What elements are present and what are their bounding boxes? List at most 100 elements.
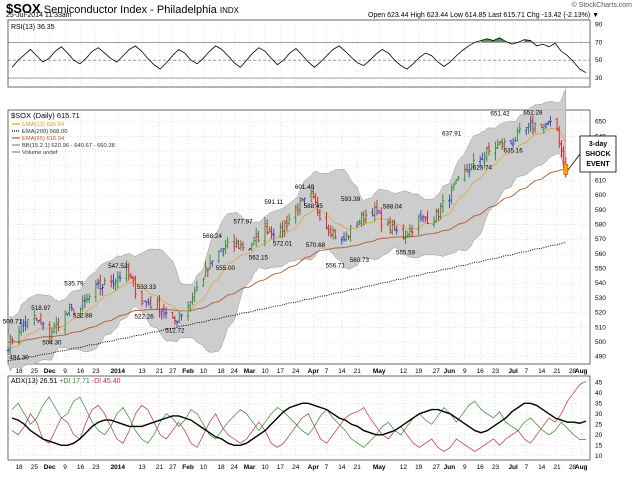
- price-bar: [511, 137, 515, 148]
- shock-bar-highlight: [563, 164, 569, 175]
- x-tick-label: 23: [492, 464, 500, 471]
- adx-tick-label: 15: [595, 442, 603, 449]
- x-tick-label: 14: [538, 368, 546, 375]
- ohlc-readout: Open 623.44 High 623.44 Low 614.85 Last …: [368, 12, 600, 19]
- adx-label: ADX(13) 26.51 +DI 17.71 -DI 45.40: [11, 378, 121, 385]
- x-tick-label: 25: [31, 368, 39, 375]
- price-tick-label: 550: [595, 266, 606, 273]
- price-bar: [463, 164, 467, 182]
- price-bar: [467, 163, 471, 178]
- price-bar: [52, 322, 56, 333]
- price-bar: [347, 235, 350, 240]
- price-bar: [50, 326, 54, 343]
- rsi-tick-label: 90: [595, 21, 603, 28]
- price-bar: [125, 260, 128, 283]
- price-bar: [340, 236, 344, 245]
- price-bar: [487, 142, 491, 156]
- price-bar: [72, 308, 76, 316]
- x-tick-label: 10: [200, 464, 208, 471]
- price-bar: [419, 210, 423, 222]
- x-tick-label: 24: [231, 368, 239, 375]
- x-tick-label: 10: [261, 464, 269, 471]
- price-bar: [448, 194, 451, 209]
- shock-callout-text: EVENT: [586, 161, 610, 168]
- price-bar: [325, 212, 328, 230]
- price-bar: [500, 138, 504, 151]
- chart-datetime: 25-Jul-2014 11:33am: [6, 12, 72, 19]
- price-bar: [281, 221, 284, 239]
- adx-tick-label: 10: [595, 453, 603, 460]
- x-tick-label: Apr: [308, 464, 320, 471]
- price-annotation: 560.73: [350, 257, 370, 264]
- price-annotation: 588.04: [383, 204, 403, 211]
- price-bar: [533, 122, 537, 134]
- price-bar: [560, 140, 563, 158]
- price-bar: [79, 307, 82, 318]
- x-tick-label: 27: [433, 464, 441, 471]
- x-tick-label: 23: [92, 368, 100, 375]
- adx-tick-label: 40: [595, 390, 603, 397]
- price-bar: [177, 310, 181, 324]
- price-bar: [85, 293, 89, 304]
- x-tick-label: 21: [156, 464, 164, 471]
- price-bar: [202, 277, 205, 287]
- price-bar: [478, 155, 482, 168]
- price-tick-label: 570: [595, 236, 606, 243]
- price-bar: [186, 301, 190, 321]
- price-bar: [362, 210, 366, 226]
- x-tick-label: 7: [325, 368, 329, 375]
- price-bar: [103, 277, 107, 286]
- price-bar: [235, 237, 238, 249]
- legend-entry: EMA(200) 568.00: [22, 129, 67, 135]
- price-bar: [401, 224, 405, 240]
- price-bar: [237, 239, 241, 249]
- price-bar: [544, 122, 548, 129]
- x-tick-label: 2014: [111, 464, 126, 471]
- x-tick-label: 12: [400, 464, 408, 471]
- price-bar: [142, 300, 146, 303]
- ema200-line: [7, 241, 566, 362]
- price-bar: [35, 317, 38, 321]
- price-bar: [41, 321, 45, 331]
- x-tick-label: 13: [138, 464, 146, 471]
- price-bar: [531, 115, 535, 136]
- x-tick-label: Jun: [444, 368, 456, 375]
- price-bar: [546, 120, 550, 126]
- x-tick-label: 17: [277, 464, 285, 471]
- ema65-line: [7, 169, 566, 343]
- x-tick-label: 9: [463, 464, 467, 471]
- adx-tick-label: 45: [595, 379, 603, 386]
- price-bar: [116, 270, 120, 289]
- price-bar: [287, 213, 291, 226]
- price-bar: [180, 313, 183, 321]
- price-bar: [529, 115, 533, 132]
- price-bar: [155, 296, 159, 311]
- price-annotation: 591.11: [264, 199, 283, 206]
- price-bar: [118, 271, 122, 283]
- price-tick-label: 530: [595, 295, 606, 302]
- price-annotation: 651.42: [490, 111, 510, 118]
- price-bar: [296, 203, 300, 216]
- price-annotation: 565.59: [396, 250, 416, 257]
- shock-callout-text: 3-day: [589, 141, 607, 148]
- price-bar: [441, 194, 445, 213]
- x-tick-label: 19: [415, 368, 423, 375]
- price-bar: [285, 215, 289, 232]
- price-bar: [364, 209, 368, 224]
- price-bar: [17, 325, 21, 345]
- price-bar: [248, 248, 251, 251]
- price-bar: [57, 317, 60, 332]
- price-annotation: 635.16: [503, 148, 523, 155]
- price-annotation: 556.71: [326, 263, 346, 270]
- price-bar: [406, 230, 410, 238]
- price-bar: [483, 151, 486, 168]
- price-tick-label: 580: [595, 222, 606, 229]
- price-bar: [10, 337, 14, 345]
- price-bar: [87, 293, 91, 304]
- x-tick-label: Mar: [244, 368, 256, 375]
- x-tick-label: 16: [77, 464, 85, 471]
- price-annotation: 509.71: [3, 319, 23, 326]
- price-bar: [83, 294, 87, 309]
- chart-title: $SOX Semiconductor Index - Philadelphia …: [6, 1, 239, 16]
- price-annotation: 572.01: [273, 240, 293, 247]
